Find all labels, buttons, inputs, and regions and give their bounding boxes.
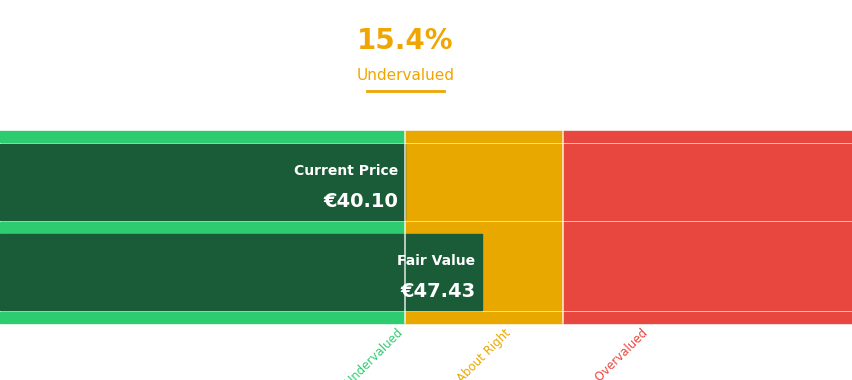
Text: €40.10: €40.10 [323,192,398,211]
Bar [562,131,852,142]
Text: 20% Overvalued: 20% Overvalued [571,327,649,380]
Bar [0,222,405,233]
Text: 20% Undervalued: 20% Undervalued [321,327,405,380]
Bar [0,312,405,323]
Bar [405,131,562,142]
Bar [0,144,405,220]
Bar [562,144,852,220]
Text: About Right: About Right [454,327,513,380]
Text: Current Price: Current Price [294,164,398,177]
Bar [405,312,562,323]
Bar [405,144,562,220]
Bar [562,222,852,233]
Bar [0,234,481,310]
Text: Undervalued: Undervalued [356,68,453,83]
Bar [0,234,405,310]
Text: 15.4%: 15.4% [356,27,453,55]
Text: Fair Value: Fair Value [396,254,475,268]
Text: €47.43: €47.43 [400,282,475,301]
Bar [0,144,405,220]
Bar [562,312,852,323]
Bar [405,234,562,310]
Bar [562,234,852,310]
Bar [405,222,562,233]
Bar [0,131,405,142]
